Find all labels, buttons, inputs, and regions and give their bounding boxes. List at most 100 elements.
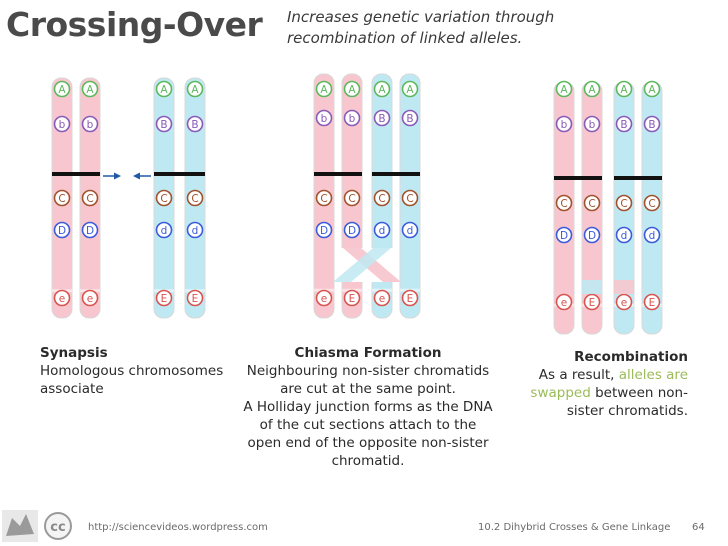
chiasma-allele-label-2-3: C [348, 193, 355, 205]
synapsis-allele-label-3-1: A [160, 84, 168, 96]
recombination-allele-marker-4-3 [643, 194, 661, 212]
chiasma-strand-pink [343, 248, 401, 282]
synapsis-allele-marker-2-2 [81, 115, 99, 133]
chiasma-allele-marker-2-2 [343, 109, 361, 127]
synapsis-allele-marker-2-4 [81, 221, 99, 239]
chiasma-allele-label-2-4: D [348, 225, 356, 237]
synapsis-allele-label-2-4: D [86, 225, 94, 237]
recombination-allele-marker-1-4 [555, 226, 573, 244]
synapsis-allele-label-3-5: E [161, 293, 168, 305]
synapsis-allele-label-3-2: B [160, 119, 167, 131]
recombination-allele-label-4-4: d [649, 230, 656, 242]
synapsis-allele-marker-3-4 [155, 221, 173, 239]
synapsis-allele-label-1-3: C [58, 193, 65, 205]
recombination-allele-marker-2-4 [583, 226, 601, 244]
recombination-allele-label-1-2: b [561, 119, 568, 131]
synapsis-centromere-2 [154, 172, 205, 176]
chiasma-strand-blue [333, 248, 391, 282]
chiasma-allele-label-2-5: E [349, 293, 356, 305]
rec-text-post: between non- [595, 385, 688, 401]
recombination-allele-marker-3-3 [615, 194, 633, 212]
chiasma-allele-marker-1-2 [315, 109, 333, 127]
recombination-allele-label-2-3: C [588, 198, 595, 210]
recombination-allele-marker-1-2 [555, 115, 573, 133]
chiasma-allele-marker-1-4 [315, 221, 333, 239]
chiasma-line-6: chromatid. [331, 453, 405, 469]
chiasma-line-5: open end of the opposite non-sister [247, 435, 489, 451]
rec-highlight-1: alleles are [618, 367, 688, 383]
recombination-allele-label-1-3: C [560, 198, 567, 210]
synapsis-allele-label-4-2: B [191, 119, 198, 131]
synapsis-arrowhead-left-icon [133, 172, 140, 180]
synapsis-allele-marker-1-5 [53, 289, 71, 307]
chiasma-allele-label-2-1: A [348, 84, 356, 96]
synapsis-allele-label-1-4: D [58, 225, 66, 237]
synapsis-allele-label-4-1: A [191, 84, 199, 96]
synapsis-allele-marker-4-4 [186, 221, 204, 239]
chiasma-allele-marker-3-1 [373, 80, 391, 98]
footer-course: 10.2 Dihybrid Crosses & Gene Linkage [478, 522, 671, 533]
chiasma-allele-label-1-4: D [320, 225, 328, 237]
logo-figure-icon [6, 514, 34, 536]
synapsis-allele-label-3-3: C [160, 193, 167, 205]
footer-url[interactable]: http://sciencevideos.wordpress.com [88, 522, 268, 533]
chiasma-allele-marker-2-4 [343, 221, 361, 239]
recombination-allele-marker-1-1 [555, 80, 573, 98]
synapsis-allele-marker-4-5 [186, 289, 204, 307]
synapsis-allele-label-1-1: A [58, 84, 66, 96]
recombination-allele-marker-4-1 [643, 80, 661, 98]
slide-subtitle: Increases genetic variation through reco… [287, 7, 707, 49]
chiasma-allele-label-4-1: A [406, 84, 414, 96]
cc-label: cc [50, 520, 65, 535]
recombination-allele-label-3-1: A [620, 84, 628, 96]
chiasma-allele-marker-3-5 [373, 289, 391, 307]
synapsis-allele-label-2-2: b [87, 119, 94, 131]
synapsis-allele-marker-2-1 [81, 80, 99, 98]
recombination-line-3: sister chromatids. [566, 403, 688, 419]
chiasma-centromere-1 [314, 172, 362, 176]
recombination-allele-marker-4-4 [643, 226, 661, 244]
synapsis-line-1: Homologous chromosomes [40, 363, 224, 379]
synapsis-allele-label-2-5: e [87, 293, 93, 305]
recombination-caption: Recombination As a result, alleles are s… [500, 348, 688, 420]
chiasma-allele-marker-4-3 [401, 189, 419, 207]
recombination-allele-marker-4-2 [643, 115, 661, 133]
chiasma-allele-label-4-5: E [407, 293, 414, 305]
chiasma-line-4: of the cut sections attach to the [259, 417, 477, 433]
synapsis-allele-marker-3-3 [155, 189, 173, 207]
synapsis-allele-marker-1-3 [53, 189, 71, 207]
chiasma-line-3: A Holliday junction forms as the DNA [243, 399, 493, 415]
recombination-title: Recombination [574, 349, 688, 365]
recombination-allele-marker-2-3 [583, 194, 601, 212]
recombination-allele-marker-3-4 [615, 226, 633, 244]
synapsis-allele-label-4-4: d [192, 225, 199, 237]
chiasma-allele-label-4-4: d [407, 225, 414, 237]
chiasma-allele-label-1-3: C [320, 193, 327, 205]
recombination-allele-label-2-5: E [589, 297, 596, 309]
chiasma-line-2: are cut at the same point. [280, 381, 456, 397]
subtitle-line-2: recombination of linked alleles. [287, 29, 523, 47]
chiasma-allele-marker-4-1 [401, 80, 419, 98]
synapsis-allele-marker-4-3 [186, 189, 204, 207]
rec-text-pre: As a result, [538, 367, 615, 383]
chiasma-allele-marker-4-2 [401, 109, 419, 127]
chiasma-allele-marker-4-4 [401, 221, 419, 239]
recombination-allele-label-2-2: b [589, 119, 596, 131]
chiasma-allele-label-1-5: e [321, 293, 327, 305]
synapsis-allele-label-1-5: e [59, 293, 65, 305]
chiasma-allele-marker-1-3 [315, 189, 333, 207]
synapsis-allele-marker-1-1 [53, 80, 71, 98]
recombination-allele-label-4-1: A [648, 84, 656, 96]
chiasma-allele-label-4-2: B [406, 113, 413, 125]
chiasma-allele-label-1-1: A [320, 84, 328, 96]
chiasma-allele-marker-2-1 [343, 80, 361, 98]
synapsis-allele-label-4-3: C [191, 193, 198, 205]
recombination-line-2: swapped between non- [500, 384, 688, 402]
synapsis-allele-marker-1-2 [53, 115, 71, 133]
recombination-allele-marker-3-5 [615, 293, 633, 311]
synapsis-caption: Synapsis Homologous chromosomes associat… [40, 344, 250, 398]
synapsis-allele-marker-3-5 [155, 289, 173, 307]
cc-icon [44, 512, 72, 540]
recombination-allele-label-4-2: B [648, 119, 655, 131]
synapsis-allele-label-2-1: A [86, 84, 94, 96]
